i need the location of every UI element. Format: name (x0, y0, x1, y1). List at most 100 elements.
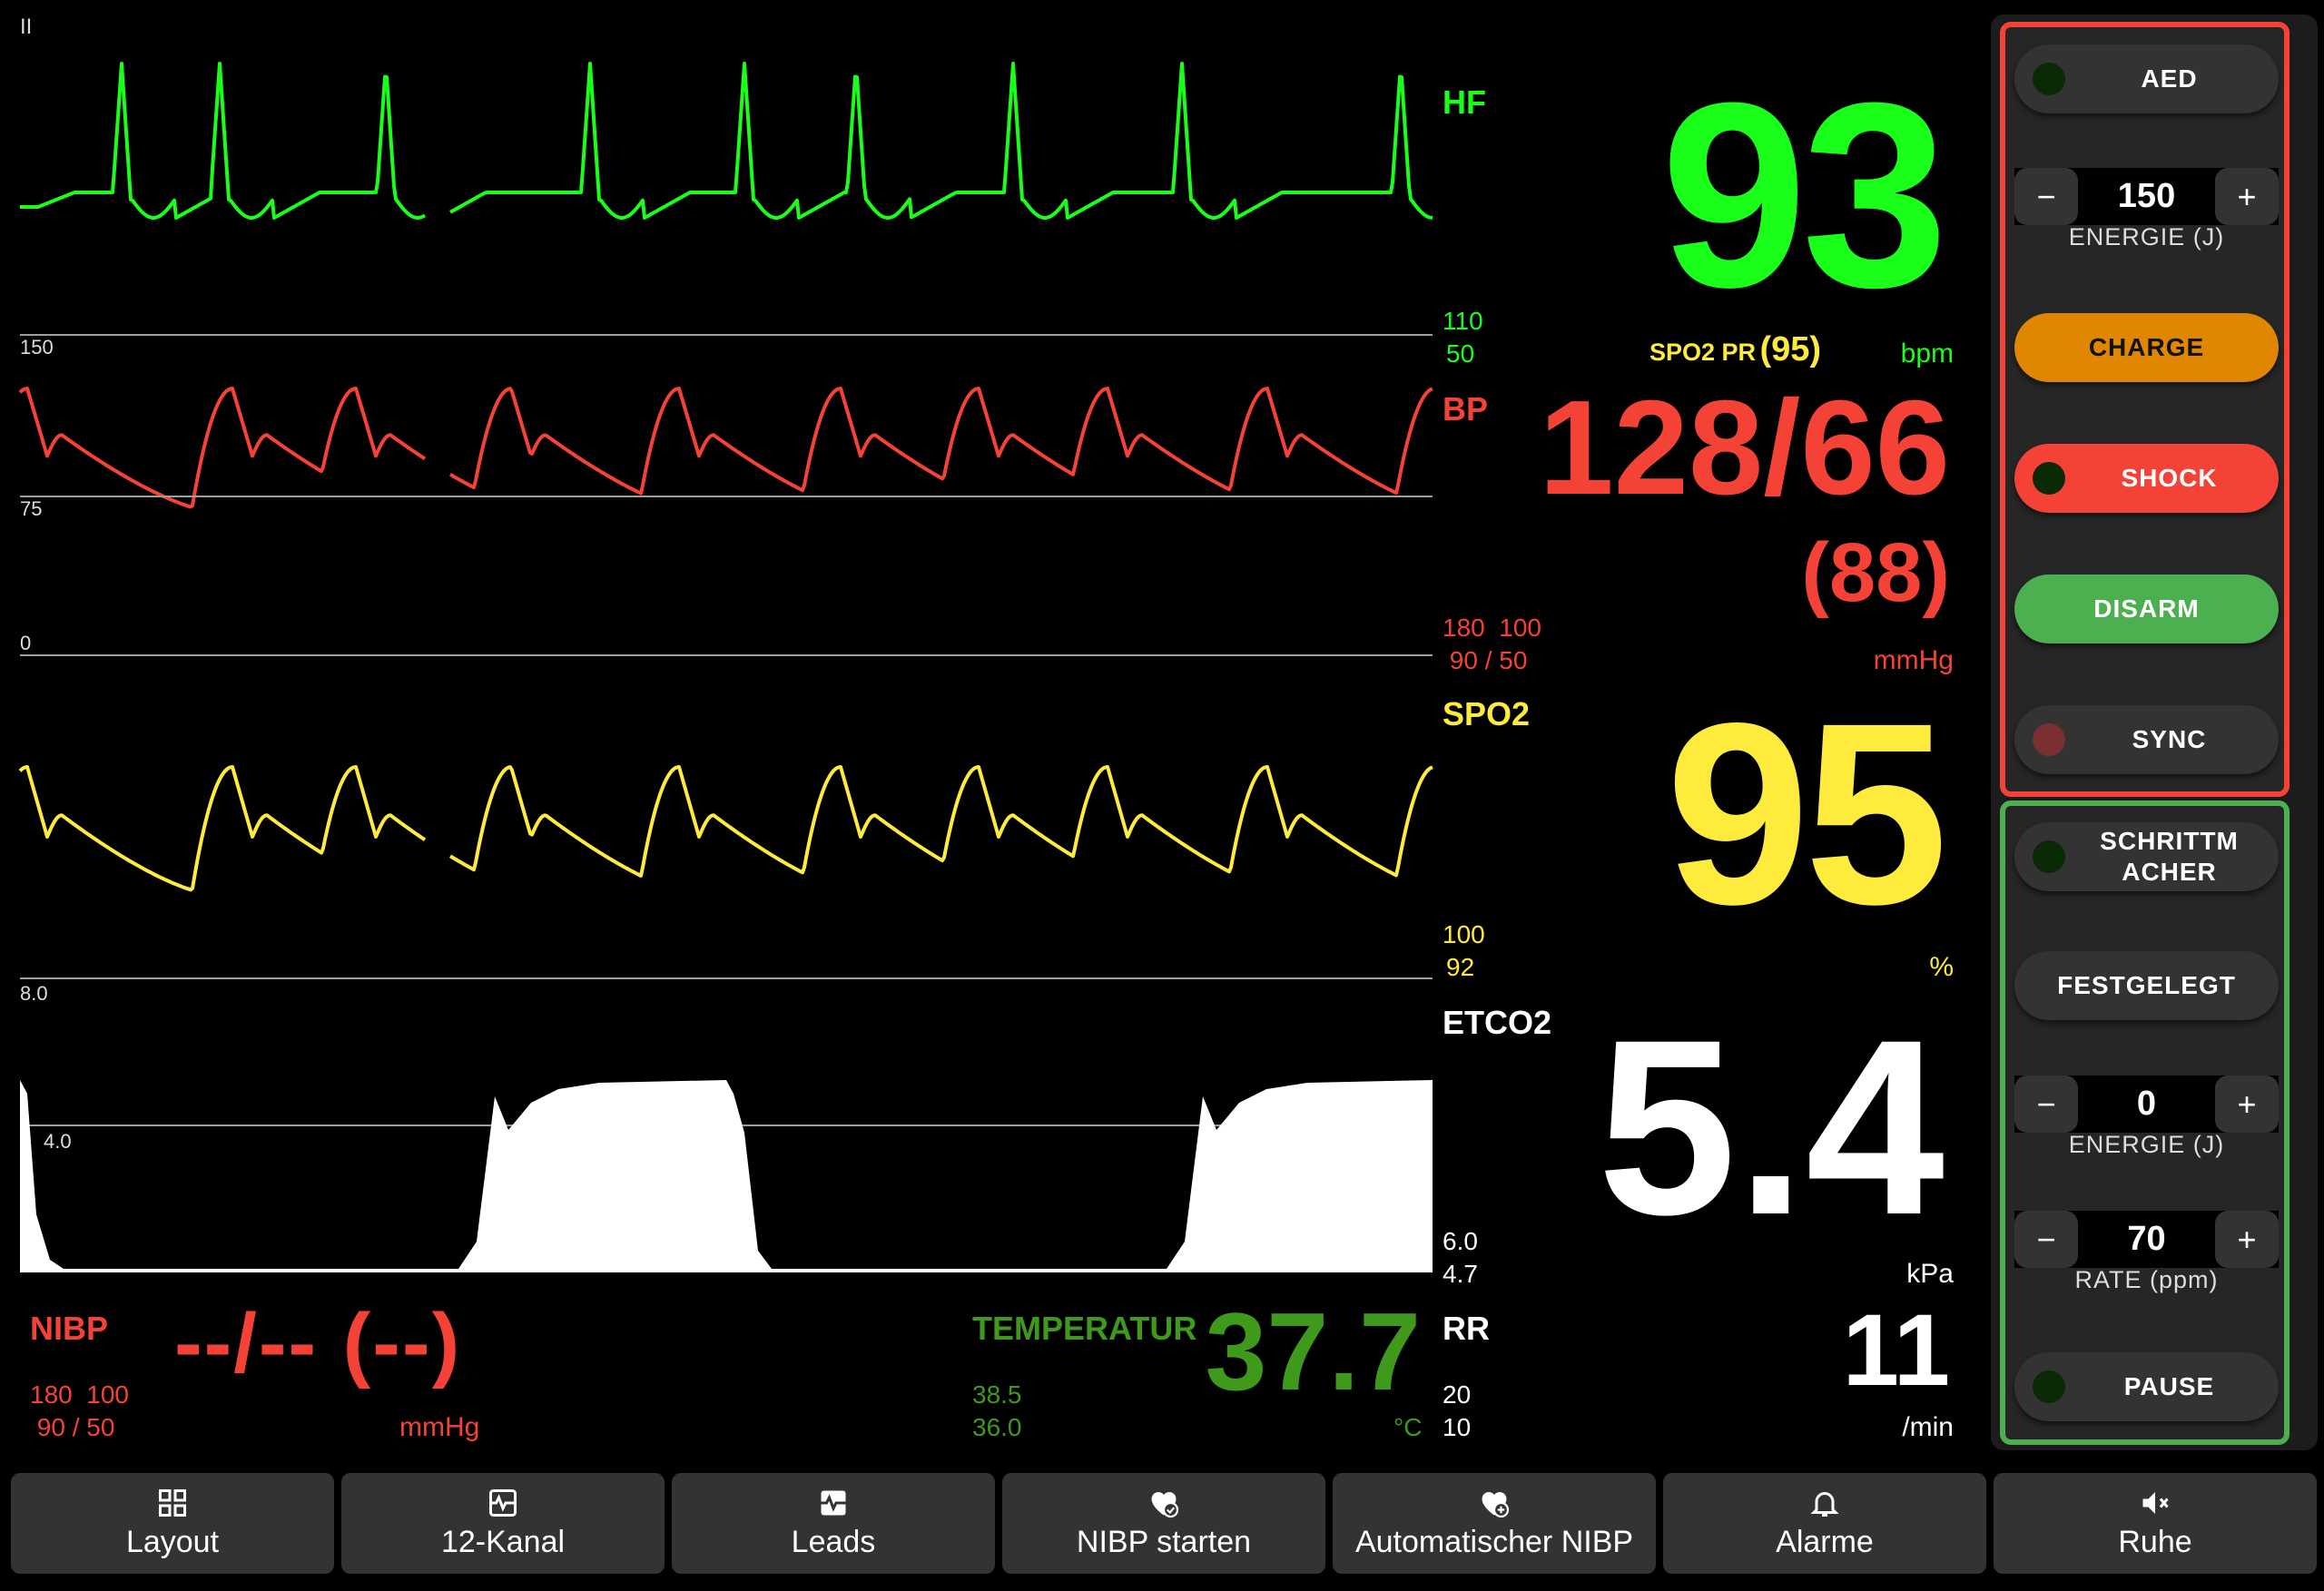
disarm-button[interactable]: DISARM (2014, 575, 2279, 643)
nibp-alarm-limits: 180 /100 90 / 50 (30, 1380, 129, 1441)
pause-indicator (2033, 1370, 2065, 1403)
spo2-pr-label: SPO2 PR (1649, 339, 1757, 366)
temp-alarm-high: 38.5 (972, 1380, 1022, 1409)
temp-label: TEMPERATUR (972, 1310, 1197, 1347)
aed-button[interactable]: AED (2014, 44, 2279, 113)
aed-label: AED (2141, 64, 2198, 93)
etco2-waveform (20, 1080, 1433, 1272)
nav-label: Ruhe (2118, 1525, 2192, 1559)
energy-increase-button[interactable]: + (2215, 168, 2279, 225)
nav-12-kanal-button[interactable]: 12-Kanal (341, 1473, 665, 1574)
bp-scale-mid: 75 (20, 497, 43, 520)
nav-label: NIBP starten (1076, 1525, 1252, 1559)
pacer-rate-stepper[interactable]: − 70 + (2014, 1211, 2279, 1268)
rr-alarm-low: 10 (1443, 1413, 1472, 1441)
waveforms (18, 62, 1433, 1272)
ecg-box-icon (821, 1490, 846, 1516)
nav-leads-button[interactable]: Leads (672, 1473, 995, 1574)
nav-label: Leads (791, 1525, 876, 1559)
sync-label: SYNC (2132, 725, 2207, 753)
etco2-label: ETCO2 (1443, 1004, 1552, 1041)
bp-sys-low: 90 (1449, 646, 1478, 674)
pacer-energy-stepper[interactable]: − 0 + (2014, 1075, 2279, 1133)
ecg-waveform (20, 62, 1433, 220)
lead-label[interactable]: II (20, 15, 33, 39)
nav-silence-button[interactable]: Ruhe (1994, 1473, 2317, 1574)
spo2-pr-value: (95) (1759, 330, 1822, 368)
nav-auto-nibp-button[interactable]: Automatischer NIBP (1333, 1473, 1656, 1574)
hf-value: 93 (1660, 48, 1948, 342)
nav-label: 12-Kanal (440, 1525, 566, 1559)
bp-value: 128/66 (1539, 373, 1950, 523)
etco2-alarm-high: 6.0 (1443, 1227, 1478, 1255)
heart-plus-icon (1482, 1492, 1510, 1518)
nav-alarms-button[interactable]: Alarme (1663, 1473, 1986, 1574)
temp-alarm-low: 36.0 (972, 1413, 1022, 1441)
nav-nibp-start-button[interactable]: NIBP starten (1002, 1473, 1325, 1574)
rate-decrease-button[interactable]: − (2014, 1211, 2078, 1268)
energy-label: ENERGIE (J) (2068, 223, 2225, 250)
bp-waveform (18, 387, 1433, 509)
bp-alarm-limits: 180 /100 90 / 50 (1443, 614, 1541, 674)
hf-alarm-high: 110 (1443, 307, 1483, 335)
heart-check-icon (1151, 1492, 1179, 1518)
bp-scale-top: 150 (20, 336, 54, 358)
etco2-alarm-low: 4.7 (1443, 1260, 1478, 1288)
etco2-scale-line-top (20, 977, 1433, 979)
pacer-energy-label: ENERGIE (J) (2068, 1131, 2225, 1158)
speaker-mute-icon (2142, 1492, 2169, 1514)
nibp-dia-low: 50 (86, 1413, 115, 1441)
temp-unit: °C (1393, 1413, 1423, 1441)
pacer-label: SCHRITTMACHER (2100, 827, 2239, 886)
nibp-sys-low: 90 (36, 1413, 65, 1441)
bp-mean: (88) (1801, 526, 1950, 619)
rate-value: 70 (2127, 1220, 2166, 1258)
rr-label: RR (1443, 1310, 1490, 1347)
rr-value: 11 (1842, 1293, 1950, 1407)
shock-indicator (2033, 462, 2065, 495)
nibp-dia-high: 100 (86, 1380, 129, 1409)
hf-alarm-low: 50 (1446, 339, 1475, 368)
pacer-energy-value: 0 (2136, 1085, 2157, 1123)
sync-indicator (2033, 723, 2065, 756)
sync-button[interactable]: SYNC (2014, 705, 2279, 774)
spo2-unit: % (1929, 952, 1954, 982)
nibp-label: NIBP (30, 1310, 109, 1347)
pacer-energy-decrease-button[interactable]: − (2014, 1075, 2078, 1133)
rate-label: RATE (ppm) (2074, 1266, 2219, 1293)
ecg-chart-icon (489, 1489, 517, 1517)
nibp-unit: mmHg (399, 1412, 480, 1442)
spo2-alarm-high: 100 (1443, 920, 1485, 948)
bp-dia-high: 100 (1499, 614, 1541, 642)
spo2-value: 95 (1665, 670, 1948, 958)
pacer-mode-button[interactable]: FESTGELEGT (2014, 951, 2279, 1020)
charge-button[interactable]: CHARGE (2014, 313, 2279, 382)
bp-scale-line-mid (20, 496, 1433, 497)
nav-label: Layout (125, 1525, 220, 1559)
spo2-alarm-low: 92 (1446, 953, 1475, 981)
bp-label: BP (1443, 390, 1489, 427)
nibp-value: --/-- (--) (174, 1297, 462, 1390)
grid-icon (159, 1489, 186, 1517)
etco2-unit: kPa (1906, 1259, 1954, 1289)
hf-unit: bpm (1900, 339, 1954, 368)
nav-layout-button[interactable]: Layout (11, 1473, 334, 1574)
pacer-energy-increase-button[interactable]: + (2215, 1075, 2279, 1133)
nav-label: Alarme (1776, 1525, 1874, 1559)
pacer-button[interactable]: SCHRITTMACHER (2014, 822, 2279, 891)
spo2-waveform (18, 765, 1433, 892)
rate-increase-button[interactable]: + (2215, 1211, 2279, 1268)
pause-button[interactable]: PAUSE (2014, 1352, 2279, 1421)
hf-label: HF (1443, 83, 1486, 121)
etco2-value: 5.4 (1597, 988, 1945, 1267)
nav-label: Automatischer NIBP (1354, 1525, 1634, 1559)
bp-scale-line-bottom (20, 654, 1433, 656)
bp-scale-bottom: 0 (20, 632, 32, 654)
defib-energy-stepper[interactable]: − 150 + (2014, 168, 2279, 225)
temp-value: 37.7 (1205, 1290, 1421, 1413)
bp-scale-line-top (20, 334, 1433, 336)
energy-decrease-button[interactable]: − (2014, 168, 2078, 225)
shock-button[interactable]: SHOCK (2014, 444, 2279, 513)
bell-icon (1810, 1492, 1839, 1517)
pause-label: PAUSE (2123, 1372, 2215, 1400)
